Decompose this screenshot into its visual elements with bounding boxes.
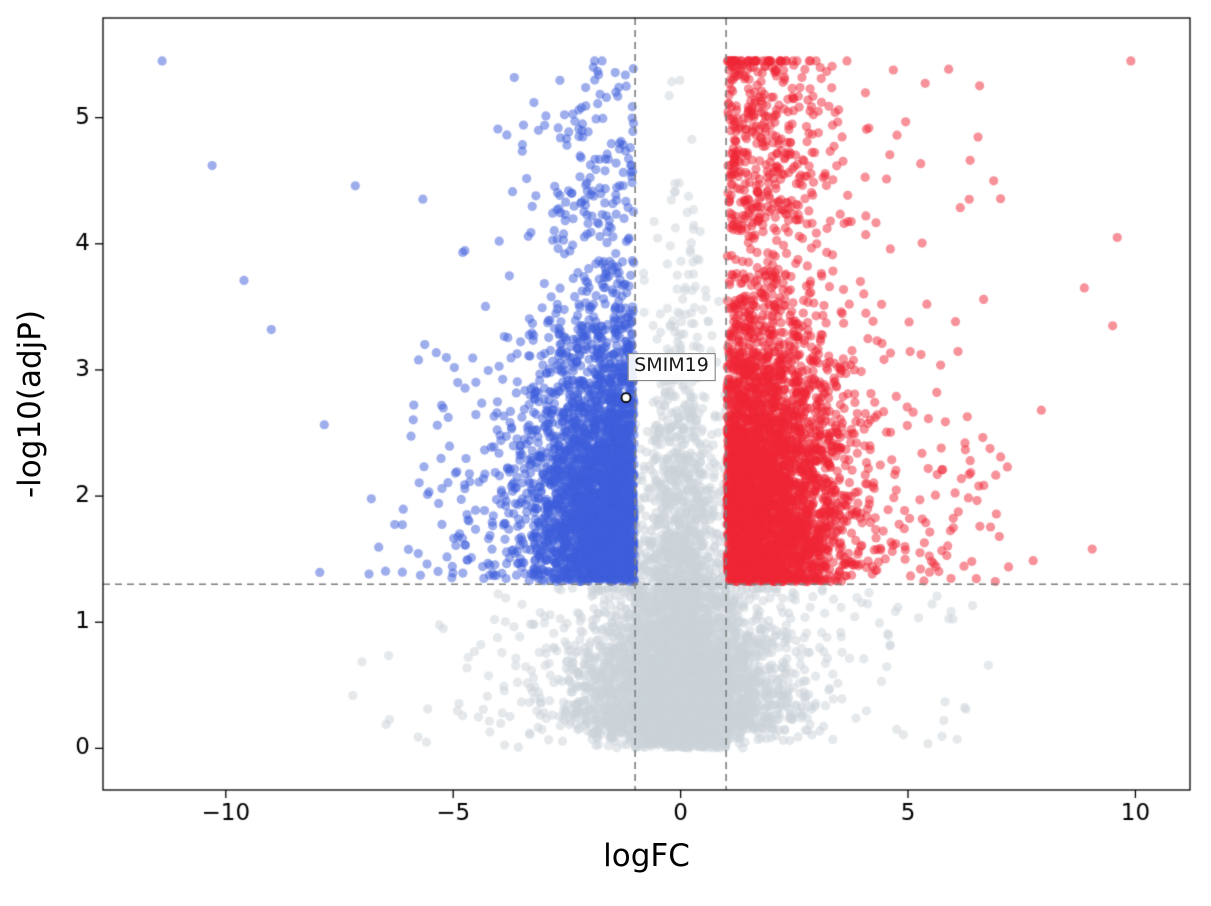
- y-axis-label: -log10(adjP): [12, 309, 48, 499]
- x-axis-label: logFC: [603, 838, 690, 874]
- gene-annotation-label: SMIM19: [627, 353, 716, 382]
